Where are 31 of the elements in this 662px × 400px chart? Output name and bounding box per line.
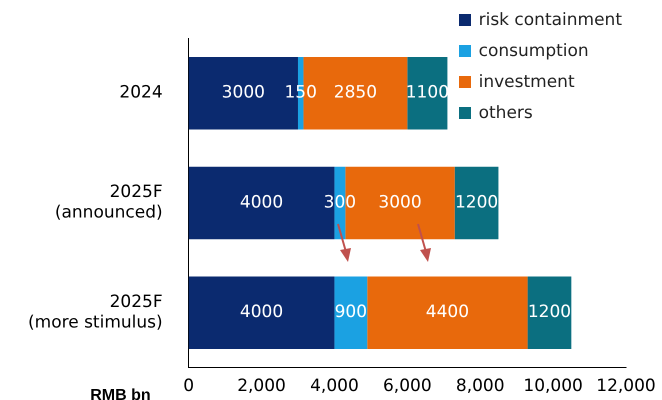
data-label: 1200: [454, 192, 498, 212]
legend-label: investment: [478, 70, 576, 94]
x-tick-label: 4,000: [310, 376, 359, 396]
bar: [188, 276, 334, 349]
bar: [454, 166, 498, 240]
x-tick-label: 10,000: [523, 376, 583, 396]
x-tick-label: 2,000: [237, 376, 286, 396]
data-label: 1200: [528, 302, 572, 322]
data-label: 4400: [426, 302, 470, 322]
x-tick-label: 12,000: [596, 376, 656, 396]
bar: [367, 276, 528, 349]
data-label: 4000: [240, 192, 284, 212]
bar: [528, 276, 572, 349]
x-tick-label: 0: [183, 376, 194, 396]
y-tick-label: 2024: [119, 82, 163, 103]
legend-label: others: [478, 102, 534, 124]
data-label: 3000: [222, 82, 265, 103]
data-label: 2850: [334, 82, 378, 103]
data-label: 4000: [240, 302, 284, 322]
legend-label: risk containment: [478, 8, 622, 32]
data-label: 900: [334, 302, 368, 322]
x-axis-title: RMB bn: [90, 387, 151, 400]
bar: [334, 276, 368, 349]
legend-label: consumption: [478, 40, 590, 62]
y-tick-label: 2025F (announced): [54, 182, 163, 223]
y-tick-label: 2025F (more stimulus): [28, 292, 163, 332]
bar: [407, 57, 448, 130]
x-tick-label: 8,000: [456, 376, 505, 396]
data-label: 3000: [378, 192, 422, 212]
x-tick-label: 6,000: [382, 376, 432, 396]
data-label: 1100: [406, 82, 449, 103]
